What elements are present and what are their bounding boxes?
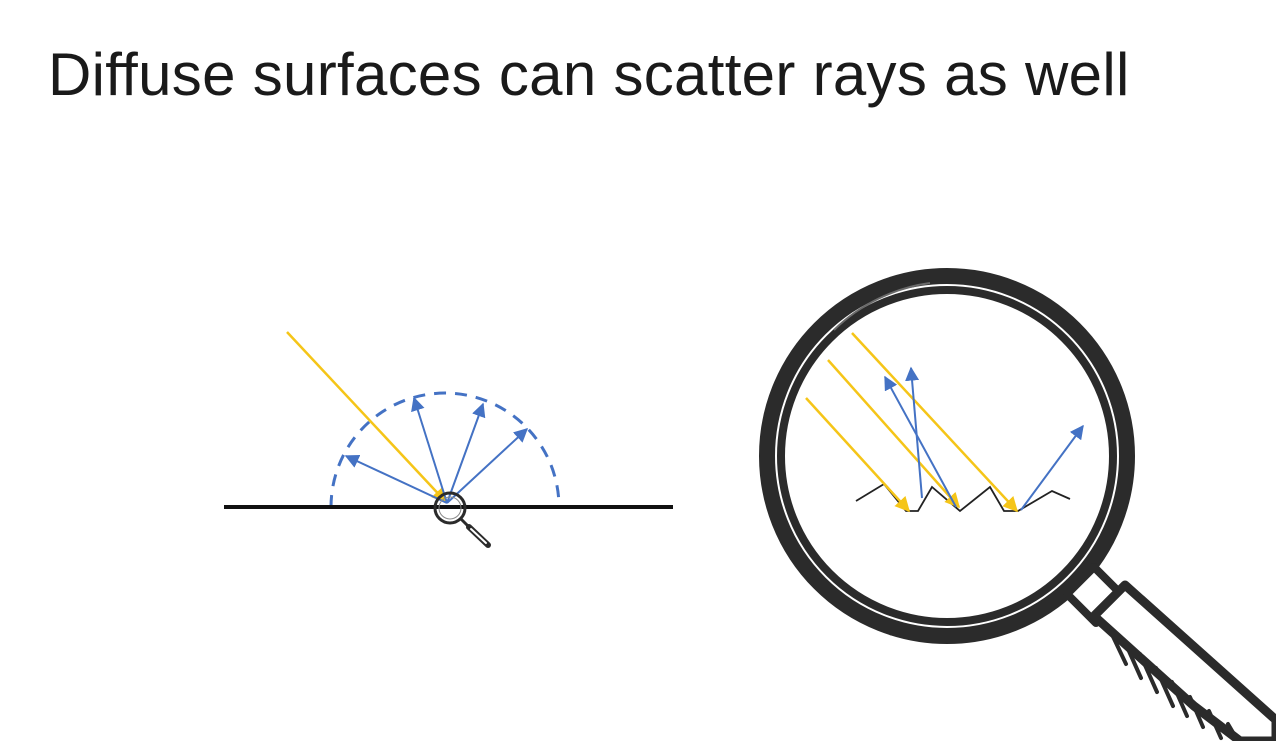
magnified-view — [805, 332, 1084, 513]
incident-ray — [851, 332, 1019, 513]
scattered-ray — [1020, 424, 1084, 511]
scatter-hemisphere — [329, 391, 561, 508]
magnifier-icon — [759, 268, 1276, 741]
scattered-ray — [411, 396, 448, 504]
scattered-ray — [344, 454, 448, 504]
slide-title: Diffuse surfaces can scatter rays as wel… — [48, 41, 1130, 108]
magnifier-icon — [433, 491, 491, 548]
incident-ray — [805, 397, 911, 513]
scattered-ray — [884, 375, 957, 508]
scattered-ray — [446, 428, 529, 504]
incident-ray — [286, 331, 448, 504]
right-diagram — [759, 268, 1276, 741]
left-diagram — [224, 331, 673, 548]
incident-ray — [827, 359, 960, 509]
scattered-ray — [446, 402, 486, 504]
